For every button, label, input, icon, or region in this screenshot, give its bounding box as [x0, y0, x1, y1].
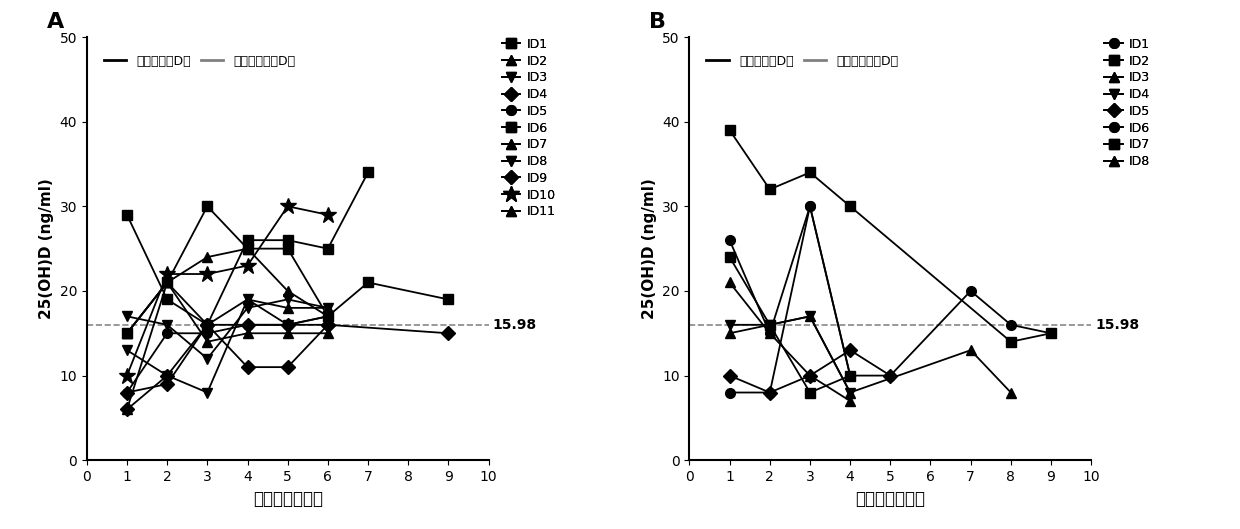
Text: 15.98: 15.98 — [492, 318, 537, 332]
Legend: ID1, ID2, ID3, ID4, ID5, ID6, ID7, ID8: ID1, ID2, ID3, ID4, ID5, ID6, ID7, ID8 — [1099, 33, 1156, 173]
Y-axis label: 25(OH)D (ng/ml): 25(OH)D (ng/ml) — [641, 178, 656, 319]
Legend: ID1, ID2, ID3, ID4, ID5, ID6, ID7, ID8, ID9, ID10, ID11: ID1, ID2, ID3, ID4, ID5, ID6, ID7, ID8, … — [496, 33, 560, 223]
X-axis label: 随访时间（月）: 随访时间（月） — [253, 489, 322, 507]
Text: A: A — [47, 12, 64, 32]
Y-axis label: 25(OH)D (ng/ml): 25(OH)D (ng/ml) — [38, 178, 53, 319]
Text: B: B — [650, 12, 666, 32]
Text: 15.98: 15.98 — [1095, 318, 1140, 332]
X-axis label: 随访时间（月）: 随访时间（月） — [856, 489, 925, 507]
